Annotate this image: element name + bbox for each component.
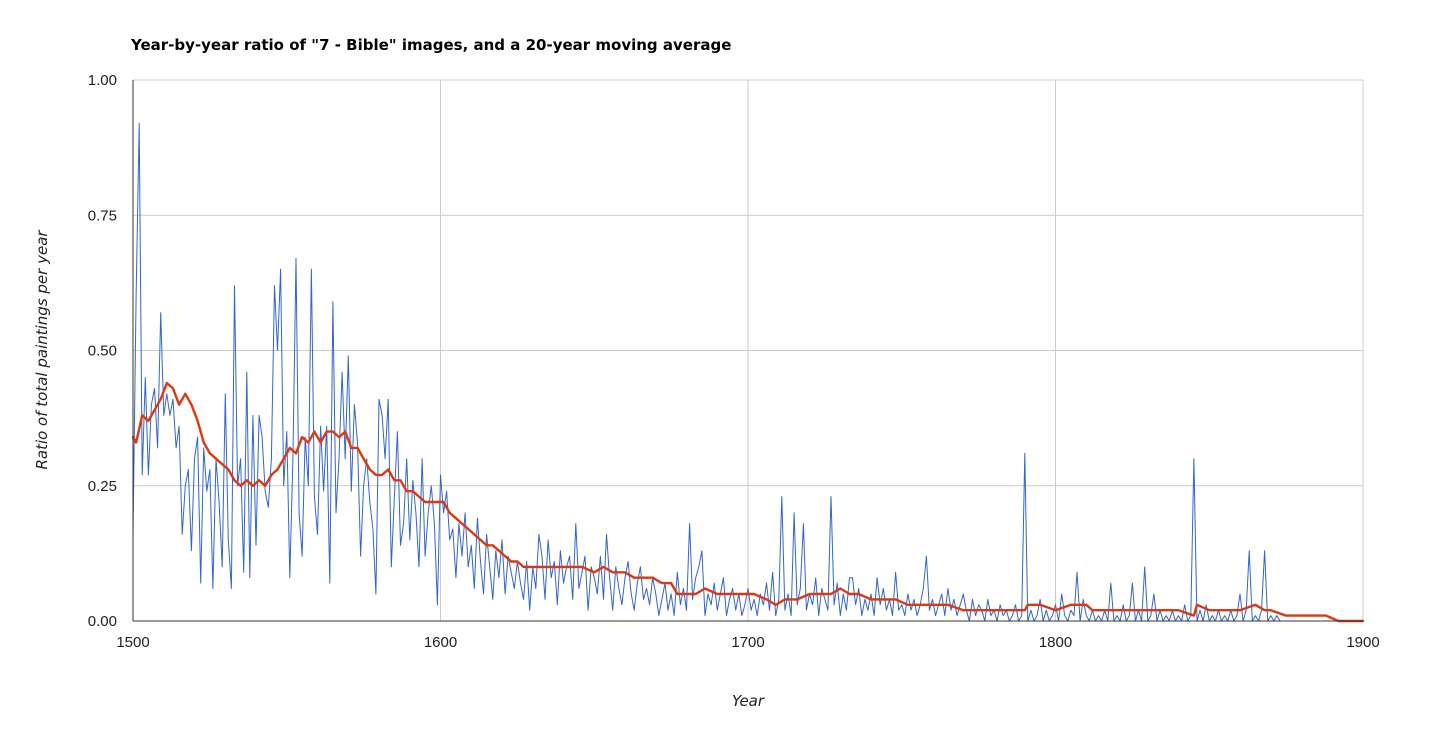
chart-title: Year-by-year ratio of "7 - Bible" images… <box>130 36 731 54</box>
x-tick-label: 1800 <box>1039 634 1072 651</box>
x-axis-title: Year <box>732 692 765 710</box>
x-tick-label: 1700 <box>731 634 764 651</box>
axes: 0.00 0.25 0.50 0.75 1.00 1500 1600 1700 1800 1900 <box>88 72 1380 651</box>
x-tick-label: 1500 <box>116 634 149 651</box>
y-tick-label: 0.25 <box>88 478 117 495</box>
x-tick-label: 1600 <box>424 634 457 651</box>
series-line-moving-average <box>131 381 1365 623</box>
y-tick-label: 1.00 <box>88 72 117 89</box>
y-tick-label: 0.50 <box>88 343 117 360</box>
series-layer <box>131 122 1365 623</box>
y-tick-label: 0.75 <box>88 207 117 224</box>
y-axis-title: Ratio of total paintings per year <box>33 230 51 470</box>
y-tick-label: 0.00 <box>88 613 117 630</box>
gridlines <box>132 79 1364 622</box>
x-tick-label: 1900 <box>1346 634 1379 651</box>
